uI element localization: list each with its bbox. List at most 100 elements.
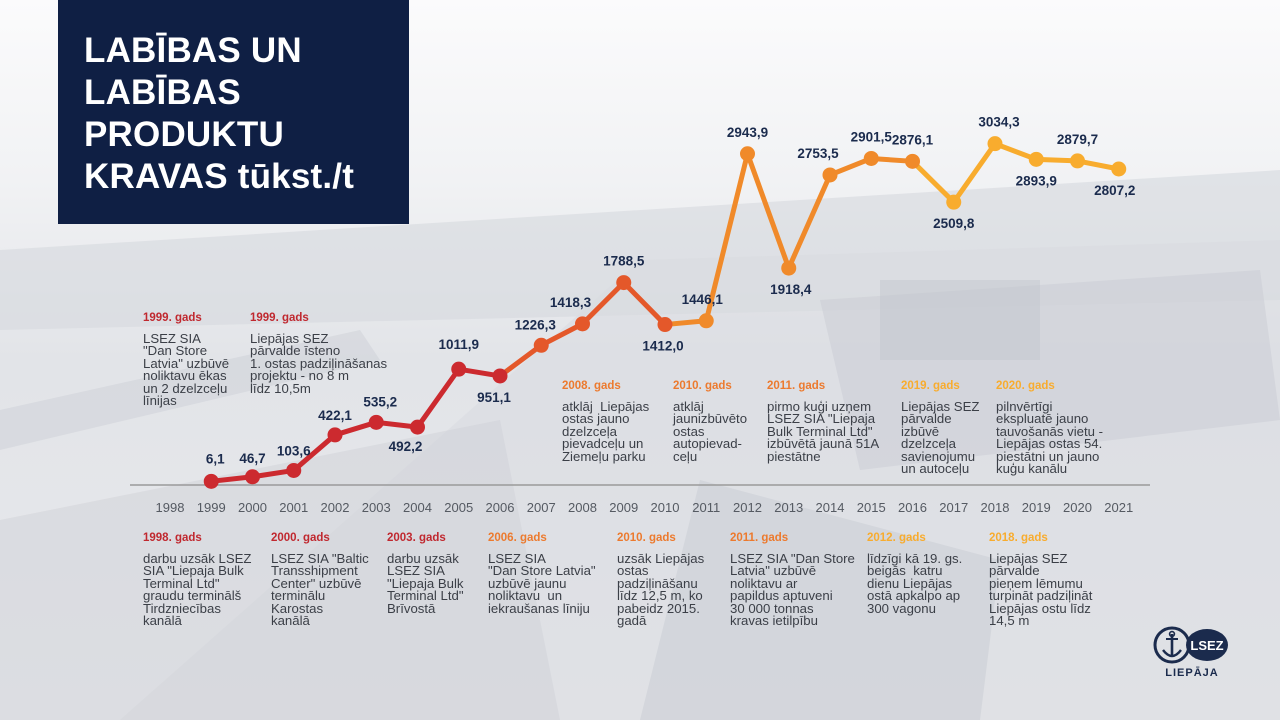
annotation-year: 2008. gads [562, 380, 621, 392]
annotation-text: pirmo kuģi uzņem LSEZ SIA "Liepaja Bulk … [767, 399, 880, 464]
annotation-text: Liepājas SEZ pārvalde īsteno 1. ostas pa… [250, 331, 388, 396]
line-segment [621, 280, 668, 328]
annotation-top: 1999. gads Liepājas SEZ pārvalde īsteno 1… [250, 311, 387, 395]
x-tick-label: 2014 [816, 500, 845, 515]
x-tick-label: 2020 [1063, 500, 1092, 515]
value-label: 2901,5 [851, 129, 893, 144]
title-line-4: KRAVAS tūkst./t [84, 157, 355, 196]
annotation-text: LSEZ SIA "Dan Store Latvia" uzbūvē nolik… [730, 551, 855, 629]
x-tick-label: 2005 [444, 500, 473, 515]
x-tick-label: 2007 [527, 500, 556, 515]
annotation-text: Liepājas SEZ pārvalde pieņem lēmumu turp… [989, 551, 1093, 629]
value-label: 1418,3 [550, 295, 592, 310]
value-label: 46,7 [239, 451, 265, 466]
data-point [616, 275, 632, 291]
annotation-year: 2011. gads [767, 380, 826, 392]
data-point [657, 317, 673, 333]
data-point [905, 153, 920, 169]
value-labels: 6,1 46,7 103,6 422,1 535,2 492,2 1011,9 951,1 12… [206, 115, 1136, 467]
x-tick-label: 2018 [981, 500, 1010, 515]
value-label: 2876,1 [892, 132, 934, 147]
value-label: 951,1 [477, 390, 511, 405]
title-line-2: LABĪBAS [84, 73, 241, 112]
annotation-text: pilnvērtīgi ekspluatē jauno tauvošanās v… [996, 399, 1104, 477]
annotation-year: 2010. gads [673, 380, 732, 392]
annotation-text: darbu uzsāk LSEZ SIA "Liepaja Bulk Termi… [387, 551, 464, 616]
value-label: 6,1 [206, 451, 225, 466]
data-point [822, 167, 838, 183]
annotation-bottom: 2011. gads LSEZ SIA "Dan Store Latvia" uz… [730, 531, 855, 627]
x-tick-label: 1998 [156, 500, 185, 515]
data-point [1028, 151, 1044, 167]
x-tick-label: 2003 [362, 500, 391, 515]
annotation-year: 2020. gads [996, 380, 1055, 392]
data-point [946, 194, 962, 210]
x-tick-label: 2001 [279, 500, 308, 515]
value-label: 2943,9 [727, 125, 768, 140]
annotation-top: 2019. gads Liepājas SEZ pārvalde izbūvē d… [901, 379, 979, 475]
annotation-text: uzsāk Liepājas ostas padziļināšanu līdz … [617, 551, 705, 629]
value-label: 422,1 [318, 408, 352, 423]
x-tick-labels: 1998 1999 2000 2001 2002 2003 2004 2005 2006 2007… [156, 500, 1134, 515]
annotation-bottom: 2000. gads LSEZ SIA "Baltic Transshipment… [271, 531, 369, 627]
annotation-year: 1999. gads [143, 312, 202, 324]
value-label: 2509,8 [933, 216, 975, 231]
data-point [368, 414, 384, 430]
line-segment [951, 141, 998, 205]
x-tick-label: 2015 [857, 500, 886, 515]
x-tick-label: 1999 [197, 500, 226, 515]
x-tick-label: 2006 [486, 500, 515, 515]
value-label: 492,2 [389, 439, 423, 454]
annotation-bottom: 2018. gads Liepājas SEZ pārvalde pieņem l… [989, 531, 1092, 627]
annotation-year: 1998. gads [143, 532, 202, 544]
x-tick-label: 2009 [609, 500, 638, 515]
value-label: 2893,9 [1016, 173, 1057, 188]
data-point [410, 419, 425, 435]
annotation-text: LSEZ SIA "Dan Store Latvia" uzbūvē nolik… [143, 331, 230, 409]
annotation-text: darbu uzsāk LSEZ SIA "Liepaja Bulk Termi… [143, 551, 252, 629]
annotation-top: 2020. gads pilnvērtīgi ekspluatē jauno ta… [996, 379, 1103, 475]
annotation-year: 2006. gads [488, 532, 547, 544]
annotation-text: LSEZ SIA "Baltic Transshipment Center" u… [271, 551, 369, 629]
value-label: 2879,7 [1057, 132, 1098, 147]
annotation-text: atklāj Liepājas ostas jauno dzelzceļa pi… [562, 399, 650, 464]
value-label: 103,6 [277, 443, 311, 458]
chart-title: LABĪBAS UN LABĪBAS PRODUKTU KRAVAS tūkst… [58, 0, 409, 224]
line-segment [291, 432, 338, 473]
annotation-bottom: 1998. gads darbu uzsāk LSEZ SIA "Liepaja … [143, 531, 252, 627]
title-line-3: PRODUKTU [84, 115, 284, 154]
logo-city: LIEPĀJA [1165, 667, 1218, 678]
data-point [781, 260, 797, 276]
annotation-year: 2010. gads [617, 532, 676, 544]
data-point [327, 427, 343, 443]
annotation-bottom: 2012. gads līdzīgi kā 19. gs. beigās katr… [867, 531, 962, 615]
x-tick-label: 2021 [1104, 500, 1133, 515]
annotation-bottom: 2003. gads darbu uzsāk LSEZ SIA "Liepaja … [387, 531, 464, 615]
data-point [286, 462, 302, 478]
line-segment [786, 172, 833, 271]
annotation-text: LSEZ SIA "Dan Store Latvia" uzbūvē jaunu… [488, 551, 596, 616]
x-tick-label: 2011 [692, 500, 720, 515]
annotation-top: 2011. gads pirmo kuģi uzņem LSEZ SIA "Lie… [767, 379, 879, 463]
annotation-text: Liepājas SEZ pārvalde izbūvē dzelzceļa s… [901, 399, 980, 477]
line-segment [910, 158, 957, 205]
annotation-year: 2018. gads [989, 532, 1048, 544]
x-tick-label: 2012 [733, 500, 762, 515]
annotation-top: 1999. gads LSEZ SIA "Dan Store Latvia" uz… [143, 311, 229, 407]
data-point [698, 313, 714, 329]
value-label: 3034,3 [978, 115, 1020, 130]
value-label: 2753,5 [797, 146, 839, 161]
x-tick-label: 2000 [238, 500, 267, 515]
annotation-bottom: 2010. gads uzsāk Liepājas ostas padziļinā… [617, 531, 704, 627]
logo-badge: LSEZ [1190, 638, 1223, 653]
value-label: 535,2 [363, 394, 397, 409]
data-point [203, 473, 219, 489]
annotation-text: līdzīgi kā 19. gs. beigās katru dienu Li… [867, 551, 963, 616]
annotation-year: 2012. gads [867, 532, 926, 544]
data-point [245, 469, 260, 485]
line-segment [703, 151, 750, 324]
line-segment [415, 366, 462, 430]
x-tick-label: 2019 [1022, 500, 1051, 515]
annotation-year: 1999. gads [250, 312, 309, 324]
